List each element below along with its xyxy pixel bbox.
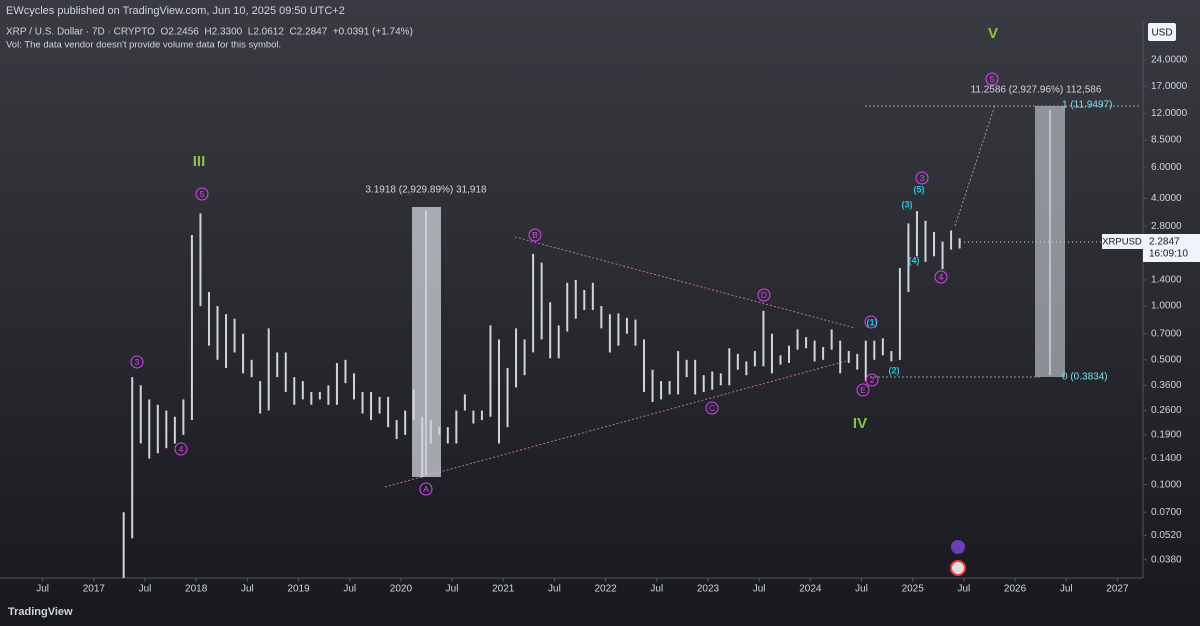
wave-label: B	[532, 230, 538, 240]
y-tick-label: 1.4000	[1151, 275, 1182, 286]
x-tick-label: 2020	[390, 584, 413, 595]
currency[interactable]: USD	[1151, 28, 1172, 39]
y-tick-label: 12.0000	[1151, 108, 1188, 119]
publisher: EWcycles published on TradingView.com, J…	[6, 5, 345, 17]
wave-label: A	[423, 484, 429, 494]
x-tick-label: Jul	[446, 584, 459, 595]
wave-circle	[705, 401, 719, 415]
y-tick-label: 8.5000	[1151, 135, 1182, 146]
x-tick-label: Jul	[957, 584, 970, 595]
wave-circle	[864, 315, 878, 329]
x-tick-label: 2026	[1004, 584, 1027, 595]
wave-circle	[195, 187, 209, 201]
symbol-line: XRP / U.S. Dollar · 7D · CRYPTO O2.2456 …	[6, 27, 413, 38]
minor-wave-label: (1)	[867, 317, 878, 327]
wave-label: C	[709, 403, 715, 413]
y-tick-label: 0.2600	[1151, 405, 1182, 416]
x-tick-label: 2023	[697, 584, 720, 595]
minor-wave-label: (2)	[889, 365, 900, 375]
fib-level-label: 1 (11.9497)	[1062, 100, 1112, 111]
wave-degree-label: III	[193, 153, 206, 170]
wave-circle	[130, 355, 144, 369]
wave-circle	[757, 288, 771, 302]
triangle-lines	[384, 236, 856, 488]
wave-label: 3	[920, 173, 925, 183]
y-tick-label: 6.0000	[1151, 162, 1182, 173]
y-tick-label: 24.0000	[1151, 54, 1188, 65]
y-tick-label: 0.1900	[1151, 429, 1182, 440]
measure-label: 11.2586 (2,927.96%) 112,586	[971, 85, 1102, 96]
x-tick-label: 2027	[1106, 584, 1129, 595]
x-tick-label: Jul	[36, 584, 49, 595]
wave-degree-label: V	[988, 25, 998, 42]
volume-note: Vol: The data vendor doesn't provide vol…	[6, 40, 281, 51]
wave-label: E	[860, 385, 866, 395]
x-tick-label: Jul	[139, 584, 152, 595]
minor-wave-label: (3)	[902, 199, 913, 209]
symbol-box	[1102, 233, 1143, 249]
symbol-label: XRPUSD	[1102, 237, 1142, 248]
x-tick-label: 2024	[799, 584, 822, 595]
wave-circle	[419, 482, 433, 496]
wave-label: 4	[939, 272, 944, 282]
minor-wave-label: (4)	[909, 255, 920, 265]
wave-circle	[865, 373, 879, 387]
price-label: 2.2847	[1149, 237, 1180, 248]
x-tick-label: Jul	[241, 584, 254, 595]
wave-label: D	[761, 290, 767, 300]
y-tick-label: 4.0000	[1151, 193, 1182, 204]
event-icon[interactable]	[950, 560, 966, 576]
y-tick-label: 0.3600	[1151, 380, 1182, 391]
x-tick-label: 2021	[492, 584, 515, 595]
x-tick-label: Jul	[1060, 584, 1073, 595]
wave-label: 3	[135, 357, 140, 367]
wave-label: 5	[200, 189, 205, 199]
x-tick-label: 2018	[185, 584, 208, 595]
projection-path	[954, 104, 996, 227]
lower-trendline	[384, 359, 851, 488]
measure-label: 3.1918 (2,929.89%) 31,918	[365, 185, 487, 196]
wave-circle	[174, 442, 188, 456]
y-tick-label: 0.0700	[1151, 507, 1182, 518]
minor-wave-label: (5)	[914, 184, 925, 194]
x-tick-label: Jul	[650, 584, 663, 595]
y-tick-label: 0.0380	[1151, 554, 1182, 565]
y-tick-label: 0.1400	[1151, 453, 1182, 464]
y-tick-label: 0.7000	[1151, 328, 1182, 339]
upper-trendline	[514, 236, 856, 329]
y-tick-label: 17.0000	[1151, 81, 1188, 92]
x-tick-label: 2025	[902, 584, 925, 595]
y-tick-label: 1.0000	[1151, 301, 1182, 312]
wave-label: 5	[990, 74, 995, 84]
wave-circle	[915, 171, 929, 185]
currency-box[interactable]	[1148, 23, 1176, 41]
wave-label: 2	[870, 375, 875, 385]
wave-circle	[934, 270, 948, 284]
x-tick-label: Jul	[855, 584, 868, 595]
x-tick-label: 2022	[594, 584, 617, 595]
wave-circle	[528, 228, 542, 242]
wave-circle	[856, 383, 870, 397]
x-tick-label: Jul	[753, 584, 766, 595]
countdown: 16:09:10	[1149, 249, 1188, 260]
price-series	[122, 211, 961, 578]
wave-degree-label: IV	[853, 415, 867, 432]
wave-label: 4	[179, 444, 184, 454]
x-tick-label: 2017	[83, 584, 106, 595]
x-tick-label: Jul	[343, 584, 356, 595]
wave-circle	[985, 72, 999, 86]
footer-logo[interactable]: TradingView	[8, 606, 73, 618]
y-tick-label: 0.0520	[1151, 530, 1182, 541]
y-tick-label: 2.8000	[1151, 221, 1182, 232]
event-icon[interactable]	[951, 540, 965, 554]
y-tick-label: 0.1000	[1151, 479, 1182, 490]
x-tick-label: Jul	[548, 584, 561, 595]
y-tick-label: 0.5000	[1151, 354, 1182, 365]
x-tick-label: 2019	[287, 584, 310, 595]
price-box	[1143, 233, 1200, 262]
fib-level-label: 0 (0.3834)	[1062, 372, 1108, 383]
